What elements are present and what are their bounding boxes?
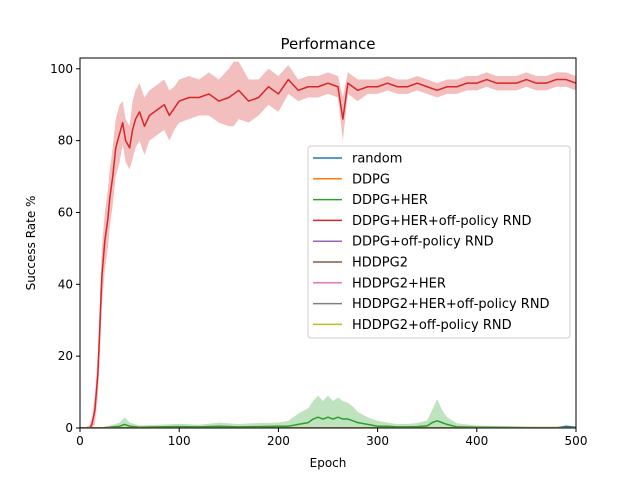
x-tick-label: 0 xyxy=(76,434,84,448)
legend-box xyxy=(307,145,571,339)
y-tick-label: 80 xyxy=(58,134,73,148)
legend-label-ddpg-her: DDPG+HER xyxy=(352,193,428,208)
y-tick-label: 100 xyxy=(50,62,73,76)
y-axis-ticks: 0 20 40 60 80 100 xyxy=(50,62,80,435)
band-ddpg-her xyxy=(80,395,576,428)
legend-label-hddpg2-her: HDDPG2+HER xyxy=(352,276,446,291)
x-axis-label: Epoch xyxy=(310,456,347,470)
chart-title: Performance xyxy=(280,35,375,53)
y-tick-label: 0 xyxy=(65,421,73,435)
legend-label-hddpg2: HDDPG2 xyxy=(352,256,408,271)
legend-label-random: random xyxy=(352,152,402,167)
legend-label-ddpg: DDPG xyxy=(352,172,390,187)
y-tick-label: 40 xyxy=(58,277,73,291)
y-axis-label: Success Rate % xyxy=(24,196,38,291)
x-tick-label: 400 xyxy=(465,434,488,448)
x-tick-label: 100 xyxy=(168,434,191,448)
line-random xyxy=(80,425,576,428)
x-axis-ticks: 0 100 200 300 400 500 xyxy=(76,428,587,448)
x-tick-label: 500 xyxy=(565,434,588,448)
legend-label-ddpg-off-policy-rnd: DDPG+off-policy RND xyxy=(352,235,494,250)
legend-label-ddpg-her-off-policy-rnd: DDPG+HER+off-policy RND xyxy=(352,214,532,229)
line-ddpg-her-off-policy-rnd xyxy=(80,78,576,428)
legend-label-hddpg2-her-off-policy-rnd: HDDPG2+HER+off-policy RND xyxy=(352,297,550,312)
y-tick-label: 20 xyxy=(58,349,73,363)
plot-frame xyxy=(79,57,577,429)
x-tick-label: 200 xyxy=(267,434,290,448)
x-tick-label: 300 xyxy=(366,434,389,448)
series-lines xyxy=(80,78,576,428)
legend: random DDPG DDPG+HER DDPG+HER+off-policy RN… xyxy=(307,145,571,339)
line-ddpg-her xyxy=(80,416,576,428)
confidence-bands xyxy=(80,61,576,428)
legend-label-hddpg2-off-policy-rnd: HDDPG2+off-policy RND xyxy=(352,318,512,333)
y-tick-label: 60 xyxy=(58,205,73,219)
